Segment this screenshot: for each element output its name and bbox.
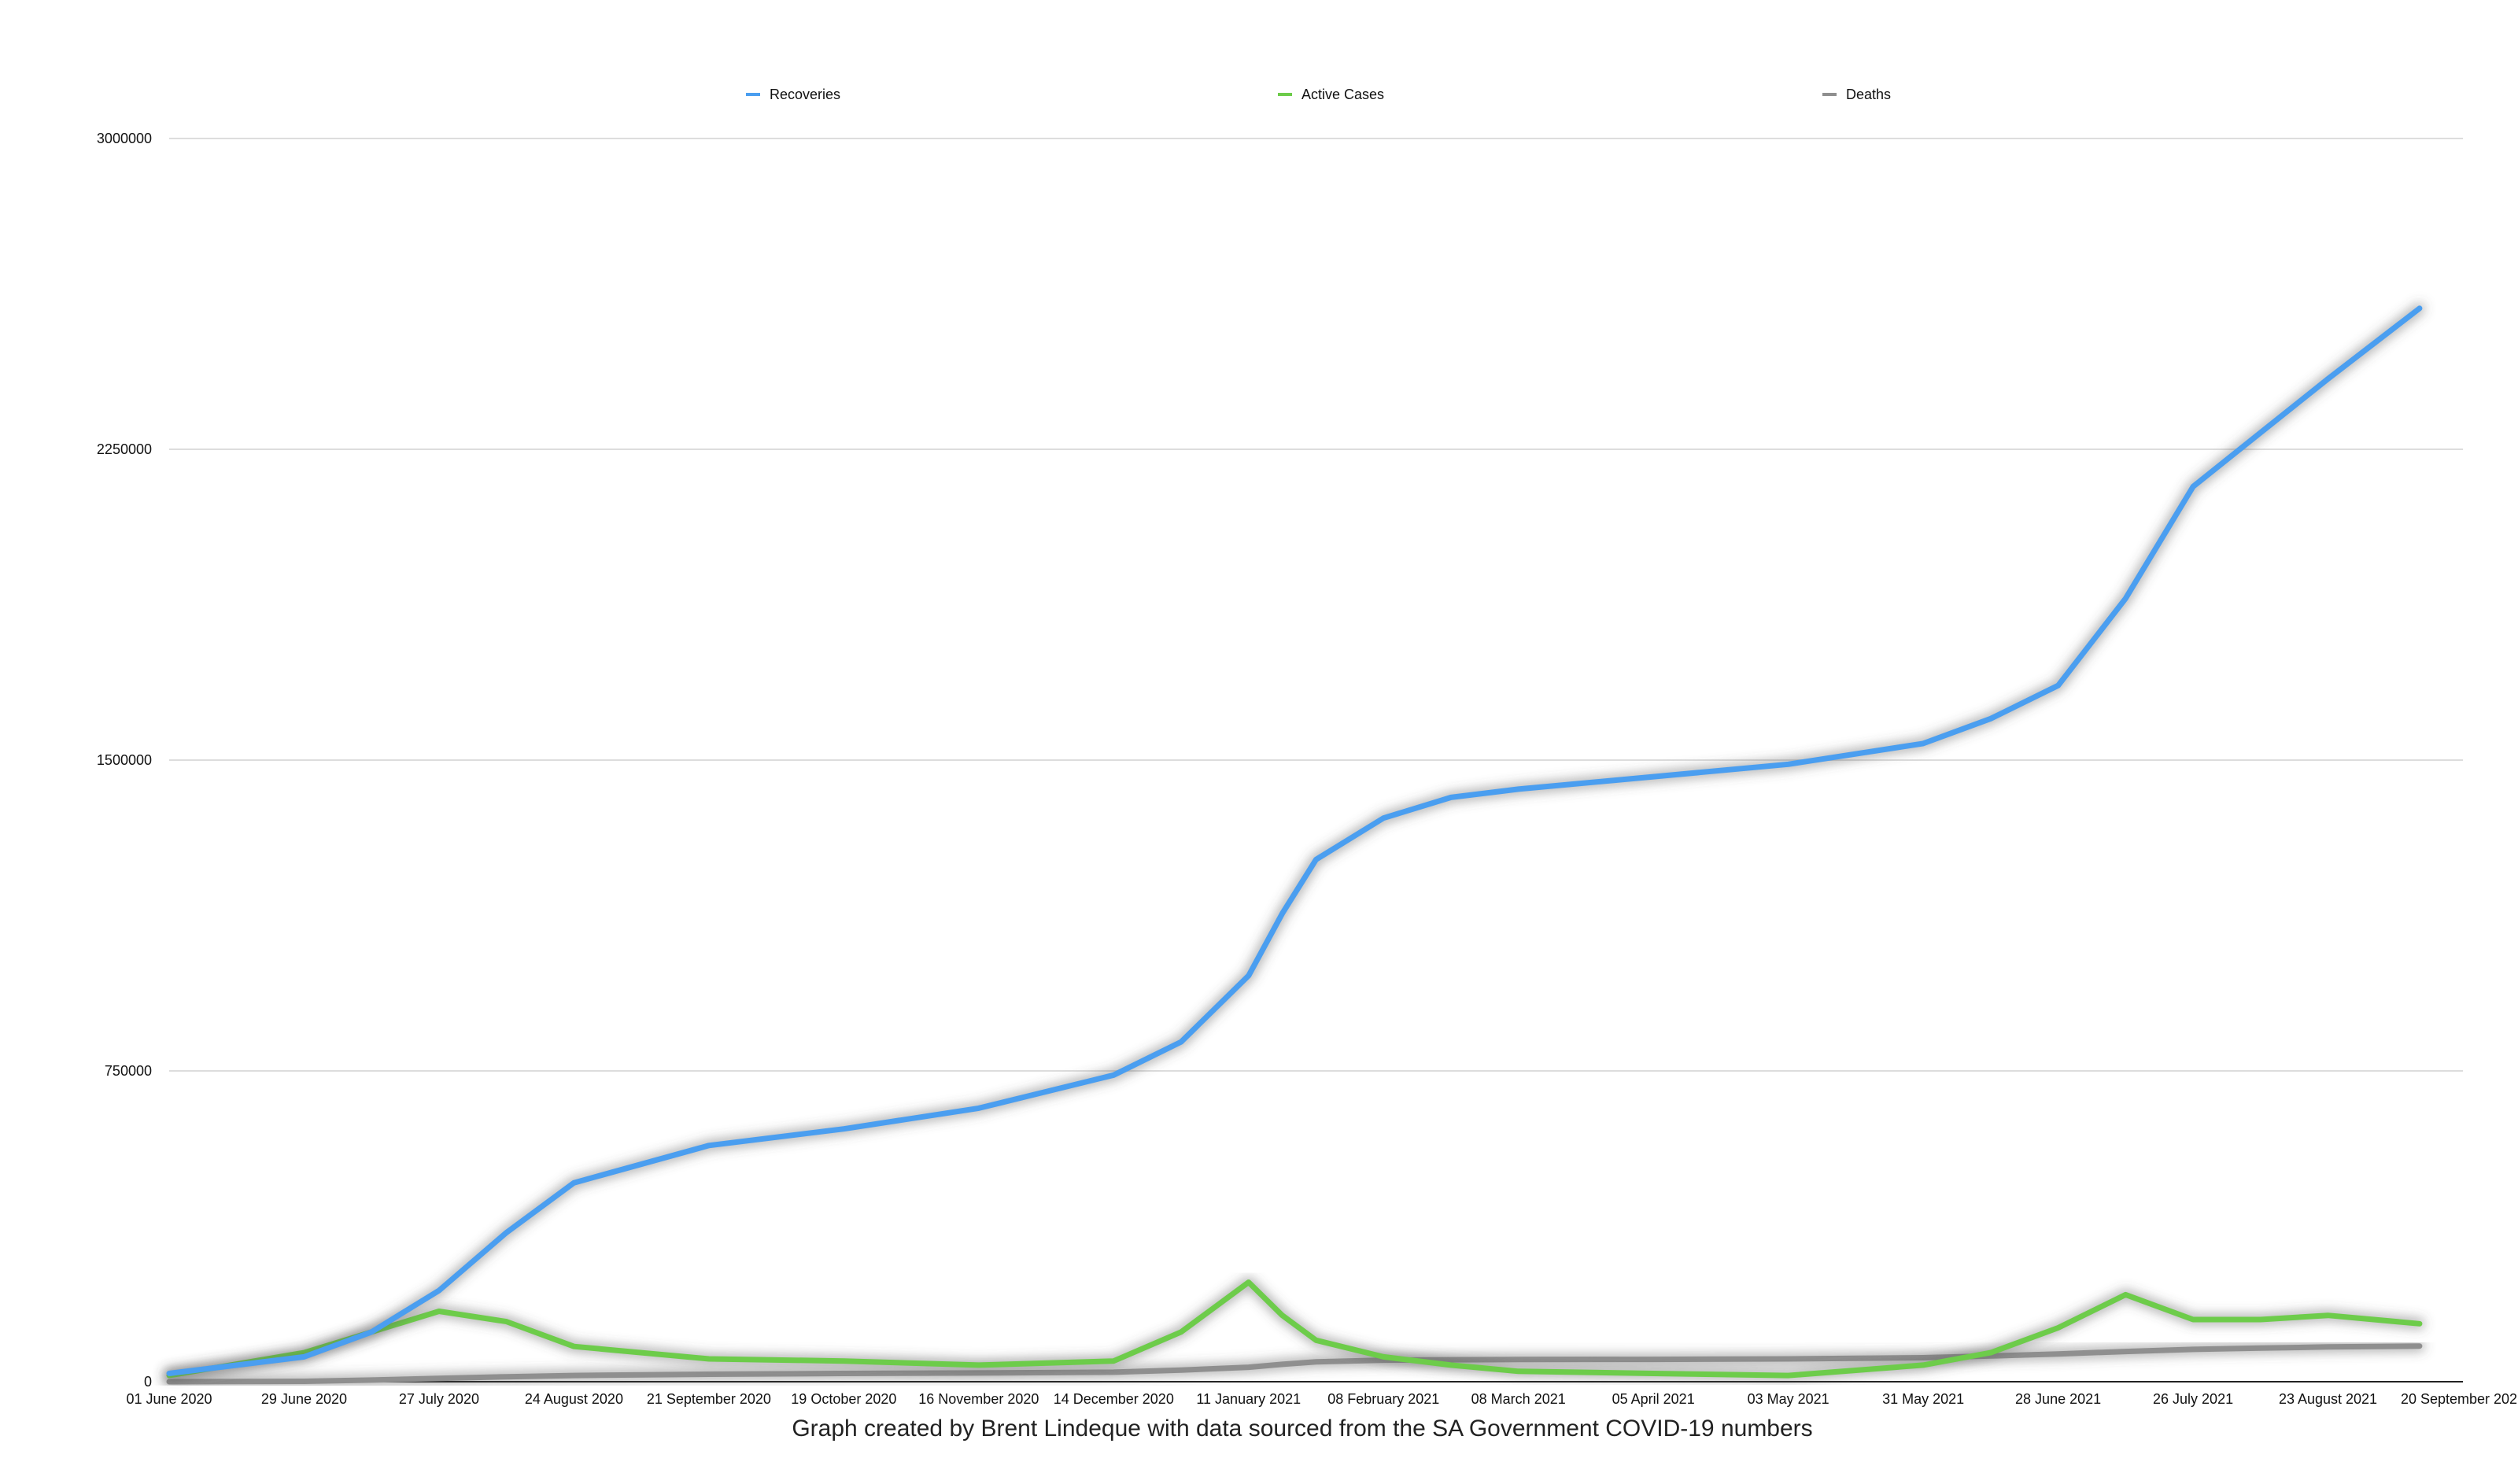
x-tick-label: 05 April 2021 bbox=[1612, 1391, 1695, 1407]
y-tick-label: 2250000 bbox=[97, 441, 152, 457]
y-tick-label: 3000000 bbox=[97, 131, 152, 146]
legend-active-cases-label: Active Cases bbox=[1301, 87, 1384, 102]
series-line-deaths[interactable] bbox=[166, 1343, 2423, 1385]
x-tick-label: 19 October 2020 bbox=[791, 1391, 896, 1407]
legend-item-recoveries[interactable]: Recoveries bbox=[746, 87, 840, 102]
x-tick-label: 27 July 2020 bbox=[399, 1391, 479, 1407]
x-tick-label: 20 September 2021 bbox=[2401, 1391, 2518, 1407]
legend-item-active-cases[interactable]: Active Cases bbox=[1278, 87, 1384, 102]
x-tick-label: 03 May 2021 bbox=[1748, 1391, 1829, 1407]
x-tick-label: 16 November 2020 bbox=[918, 1391, 1039, 1407]
y-tick-label: 750000 bbox=[105, 1063, 152, 1079]
legend-item-deaths[interactable]: Deaths bbox=[1822, 87, 1891, 102]
grid bbox=[169, 138, 2463, 1072]
x-tick-label: 14 December 2020 bbox=[1054, 1391, 1174, 1407]
x-tick-label: 01 June 2020 bbox=[126, 1391, 212, 1407]
series-shadow-recoveries bbox=[164, 302, 2425, 1379]
series-line-recoveries[interactable] bbox=[166, 305, 2423, 1376]
x-axis: 01 June 2020 29 June 2020 27 July 2020 24 A… bbox=[126, 1381, 2518, 1407]
x-tick-label: 29 June 2020 bbox=[261, 1391, 347, 1407]
chart-caption: Graph created by Brent Lindeque with dat… bbox=[792, 1416, 1812, 1442]
x-tick-label: 24 August 2020 bbox=[525, 1391, 623, 1407]
x-tick-label: 23 August 2021 bbox=[2279, 1391, 2377, 1407]
y-axis: 0 750000 1500000 2250000 3000000 bbox=[97, 131, 152, 1390]
y-tick-label: 1500000 bbox=[97, 752, 152, 768]
legend-deaths-label: Deaths bbox=[1846, 87, 1891, 102]
x-tick-label: 08 February 2021 bbox=[1327, 1391, 1439, 1407]
x-tick-label: 26 July 2021 bbox=[2153, 1391, 2233, 1407]
x-tick-label: 31 May 2021 bbox=[1882, 1391, 1964, 1407]
x-tick-label: 21 September 2020 bbox=[647, 1391, 771, 1407]
x-tick-label: 28 June 2021 bbox=[2015, 1391, 2101, 1407]
y-tick-label: 0 bbox=[144, 1374, 152, 1390]
x-tick-label: 08 March 2021 bbox=[1471, 1391, 1566, 1407]
legend-recoveries-label: Recoveries bbox=[770, 87, 840, 102]
x-tick-label: 11 January 2021 bbox=[1196, 1391, 1301, 1407]
series-layer bbox=[164, 302, 2425, 1387]
legend: Recoveries Active Cases Deaths bbox=[746, 87, 1891, 102]
